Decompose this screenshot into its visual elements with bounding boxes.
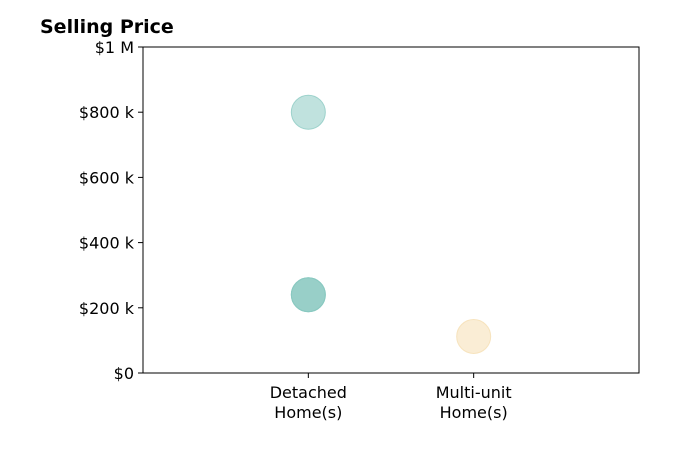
- y-tick-label: $1 M: [95, 38, 134, 57]
- y-tick-label: $0: [114, 364, 134, 383]
- x-tick-label: Detached Home(s): [270, 383, 347, 422]
- y-axis: $0 $200 k $400 k $600 k $800 k $1 M: [79, 38, 143, 383]
- y-tick-label: $400 k: [79, 234, 135, 253]
- chart-title: Selling Price: [40, 16, 174, 38]
- y-tick-label: $600 k: [79, 168, 135, 187]
- points-layer: [290, 94, 492, 354]
- data-point: [290, 94, 326, 130]
- y-tick-label: $200 k: [79, 299, 135, 318]
- x-axis: Detached Home(s) Multi-unit Home(s): [270, 373, 512, 422]
- x-tick-label: Multi-unit Home(s): [436, 383, 512, 422]
- y-tick-label: $800 k: [79, 103, 135, 122]
- data-point: [456, 318, 492, 354]
- plot-frame: [142, 46, 640, 374]
- data-point: [290, 277, 326, 313]
